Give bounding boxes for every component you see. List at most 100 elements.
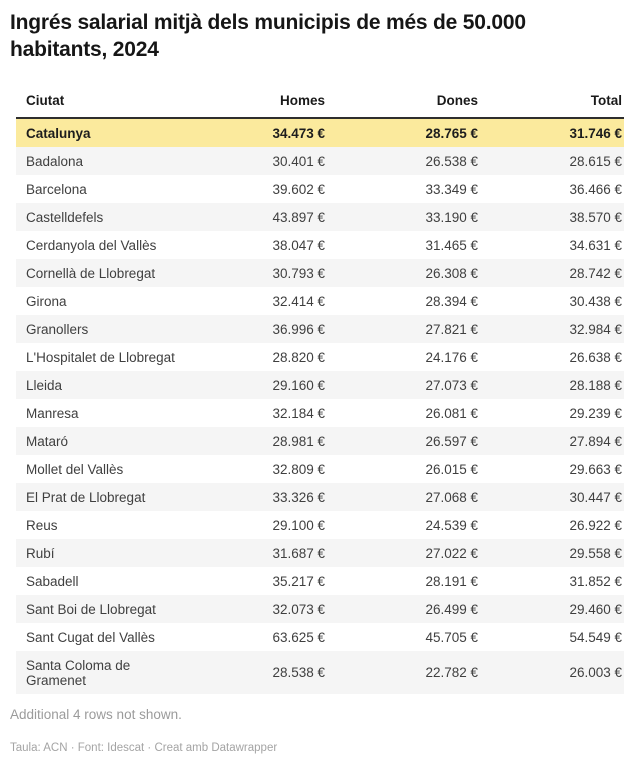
homes-cell: 32.184 €	[272, 405, 325, 421]
dones-cell: 27.073 €	[425, 377, 478, 393]
city-cell: Lleida	[26, 377, 63, 393]
table-row: El Prat de Llobregat 33.326 € 27.068 € 3…	[16, 483, 624, 511]
homes-cell: 32.073 €	[272, 601, 325, 617]
attribution: Taula: ACN · Font: Idescat · Creat amb D…	[10, 742, 630, 754]
homes-cell: 28.538 €	[272, 665, 325, 680]
total-cell: 30.438 €	[569, 293, 622, 309]
city-cell: El Prat de Llobregat	[26, 489, 146, 505]
total-cell: 32.984 €	[569, 321, 622, 337]
city-cell: Badalona	[26, 153, 84, 169]
total-cell: 31.852 €	[569, 573, 622, 589]
page-title: Ingrés salarial mitjà dels municipis de …	[10, 11, 526, 61]
homes-cell: 28.820 €	[272, 349, 325, 365]
column-header-total: Total	[478, 87, 624, 119]
dones-cell: 33.349 €	[425, 181, 478, 197]
homes-cell: 32.414 €	[272, 293, 325, 309]
homes-cell: 63.625 €	[272, 629, 325, 645]
homes-cell: 29.160 €	[272, 377, 325, 393]
table-header-row: Ciutat Homes Dones Total	[16, 87, 624, 119]
column-header-homes: Homes	[194, 87, 325, 119]
city-cell: Castelldefels	[26, 209, 104, 225]
dones-cell: 27.821 €	[425, 321, 478, 337]
attribution-sources: Taula: ACN · Font: Idescat ·	[10, 742, 155, 754]
column-header-dones: Dones	[325, 87, 478, 119]
total-cell: 38.570 €	[569, 209, 622, 225]
table-row: Sant Boi de Llobregat 32.073 € 26.499 € …	[16, 595, 624, 623]
city-cell: Santa Coloma de Gramenet	[26, 657, 131, 688]
city-cell: Sant Cugat del Vallès	[26, 629, 155, 645]
table-row: L'Hospitalet de Llobregat 28.820 € 24.17…	[16, 343, 624, 371]
dones-cell: 33.190 €	[425, 209, 478, 225]
table-row: Sabadell 35.217 € 28.191 € 31.852 €	[16, 567, 624, 595]
table-row: Manresa 32.184 € 26.081 € 29.239 €	[16, 399, 624, 427]
dones-cell: 28.394 €	[425, 293, 478, 309]
chart-container: Ingrés salarial mitjà dels municipis de …	[10, 11, 630, 754]
city-cell: Mataró	[26, 433, 69, 449]
total-cell: 29.239 €	[569, 405, 622, 421]
dones-cell: 28.765 €	[425, 125, 478, 141]
dones-cell: 28.191 €	[425, 573, 478, 589]
dones-cell: 26.597 €	[425, 433, 478, 449]
city-cell: Cornellà de Llobregat	[26, 265, 156, 281]
total-cell: 31.746 €	[569, 125, 622, 141]
homes-cell: 35.217 €	[272, 573, 325, 589]
table-row: Barcelona 39.602 € 33.349 € 36.466 €	[16, 175, 624, 203]
total-cell: 54.549 €	[569, 629, 622, 645]
total-cell: 26.638 €	[569, 349, 622, 365]
city-cell: L'Hospitalet de Llobregat	[26, 349, 175, 365]
city-cell: Cerdanyola del Vallès	[26, 237, 157, 253]
table-row: Mollet del Vallès 32.809 € 26.015 € 29.6…	[16, 455, 624, 483]
city-cell: Manresa	[26, 405, 79, 421]
dones-cell: 26.081 €	[425, 405, 478, 421]
table-row: Castelldefels 43.897 € 33.190 € 38.570 €	[16, 203, 624, 231]
city-cell: Reus	[26, 517, 58, 533]
homes-cell: 30.793 €	[272, 265, 325, 281]
dones-cell: 24.539 €	[425, 517, 478, 533]
total-cell: 36.466 €	[569, 181, 622, 197]
homes-cell: 39.602 €	[272, 181, 325, 197]
city-cell: Catalunya	[26, 125, 91, 141]
dones-cell: 24.176 €	[425, 349, 478, 365]
total-cell: 26.922 €	[569, 517, 622, 533]
table-row: Sant Cugat del Vallès 63.625 € 45.705 € …	[16, 623, 624, 651]
homes-cell: 33.326 €	[272, 489, 325, 505]
homes-cell: 31.687 €	[272, 545, 325, 561]
table-row: Girona 32.414 € 28.394 € 30.438 €	[16, 287, 624, 315]
city-cell: Mollet del Vallès	[26, 461, 124, 477]
city-cell: Girona	[26, 293, 67, 309]
table-row: Granollers 36.996 € 27.821 € 32.984 €	[16, 315, 624, 343]
total-cell: 28.742 €	[569, 265, 622, 281]
total-cell: 29.663 €	[569, 461, 622, 477]
total-cell: 28.188 €	[569, 377, 622, 393]
table-row: Cornellà de Llobregat 30.793 € 26.308 € …	[16, 259, 624, 287]
total-cell: 26.003 €	[569, 665, 622, 680]
homes-cell: 30.401 €	[272, 153, 325, 169]
table-row: Cerdanyola del Vallès 38.047 € 31.465 € …	[16, 231, 624, 259]
total-cell: 28.615 €	[569, 153, 622, 169]
datawrapper-credit-link[interactable]: Creat amb Datawrapper	[154, 742, 278, 754]
homes-cell: 32.809 €	[272, 461, 325, 477]
dones-cell: 45.705 €	[425, 629, 478, 645]
total-cell: 29.558 €	[569, 545, 622, 561]
total-cell: 30.447 €	[569, 489, 622, 505]
homes-cell: 28.981 €	[272, 433, 325, 449]
city-cell: Rubí	[26, 545, 55, 561]
table-row: Santa Coloma de Gramenet 28.538 € 22.782…	[16, 651, 624, 694]
total-cell: 27.894 €	[569, 433, 622, 449]
city-cell: Sant Boi de Llobregat	[26, 601, 156, 617]
dones-cell: 27.022 €	[425, 545, 478, 561]
homes-cell: 29.100 €	[272, 517, 325, 533]
dones-cell: 26.015 €	[425, 461, 478, 477]
total-cell: 34.631 €	[569, 237, 622, 253]
city-cell: Granollers	[26, 321, 89, 337]
table-row: Rubí 31.687 € 27.022 € 29.558 €	[16, 539, 624, 567]
dones-cell: 26.538 €	[425, 153, 478, 169]
city-cell: Barcelona	[26, 181, 87, 197]
column-header-ciutat: Ciutat	[16, 87, 194, 119]
table-row: Badalona 30.401 € 26.538 € 28.615 €	[16, 147, 624, 175]
rows-not-shown-note: Additional 4 rows not shown.	[10, 707, 182, 722]
table-body: Catalunya 34.473 € 28.765 € 31.746 € Bad…	[16, 118, 624, 694]
dones-cell: 26.499 €	[425, 601, 478, 617]
data-table: Ciutat Homes Dones Total Catalunya 34.47…	[16, 87, 624, 694]
homes-cell: 38.047 €	[272, 237, 325, 253]
